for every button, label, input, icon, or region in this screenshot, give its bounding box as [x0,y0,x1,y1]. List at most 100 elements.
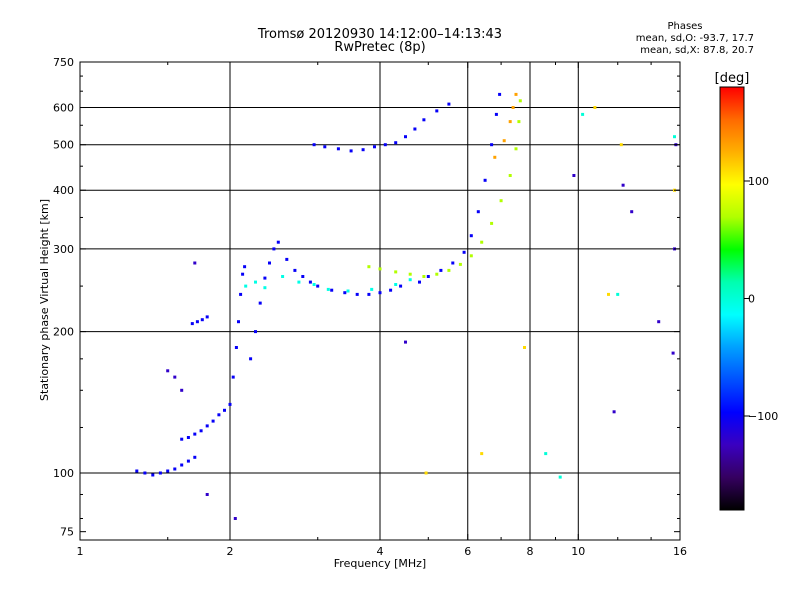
x-axis-label: Frequency [MHz] [334,557,426,570]
data-point [237,320,240,324]
y-tick-label: 600 [53,102,74,115]
data-point [312,283,316,286]
data-point [199,429,203,433]
data-point [514,147,518,151]
data-point [493,155,497,159]
phases-o-stats: mean, sd,O: -93.7, 17.7 [635,33,754,44]
phases-x-stats: mean, sd,X: 87.8, 20.7 [640,45,754,56]
data-point [326,287,330,291]
chart-subtitle: RwPretec (8p) [334,40,426,55]
data-point [544,452,548,456]
data-point [408,272,412,276]
data-point [276,240,280,244]
data-point [518,99,522,103]
data-point [523,346,526,349]
data-point [394,141,398,145]
data-point [312,143,316,147]
data-point [483,178,487,182]
data-point [593,106,597,109]
colorbar-tick-label: 0 [748,293,755,306]
y-tick-label: 400 [53,184,74,197]
data-point [462,250,466,254]
x-tick-label: 2 [227,545,234,558]
data-point [494,112,498,116]
data-point [572,174,576,177]
data-point [378,267,382,271]
data-point [502,139,506,143]
data-point [373,145,376,149]
y-axis-label: Stationary phase Virtual Height [km] [38,199,51,401]
data-point [193,261,197,265]
data-point [581,112,585,116]
data-point [330,288,334,292]
data-point [422,118,426,122]
data-point [355,292,359,296]
data-point [367,265,371,269]
data-point [451,261,455,265]
data-point [671,351,675,355]
x-tick-label: 6 [464,545,471,558]
data-point [476,210,480,214]
data-point [173,467,177,471]
data-point [205,493,209,496]
y-tick-label: 75 [60,526,74,539]
colorbar: [deg] 100 0 −100 [715,71,778,511]
data-point [244,284,248,288]
y-tick-label: 750 [53,56,74,69]
data-point [158,471,162,475]
data-point [233,517,237,520]
data-point [263,286,267,290]
data-point [143,471,147,475]
data-point [166,369,170,373]
data-point [370,287,374,291]
axes: 1 2 4 6 8 10 16 75 100 200 300 400 500 600 750 [53,56,687,558]
data-point [361,148,365,152]
data-point [180,437,184,441]
data-point [211,419,215,423]
data-point [254,280,257,284]
data-point [435,109,439,113]
data-point [223,408,226,412]
data-point [263,276,267,280]
data-point [234,346,238,349]
data-point [447,102,451,106]
data-point [272,247,276,251]
data-point [346,289,350,293]
data-point [297,280,301,284]
x-tick-label: 10 [571,545,585,558]
data-point [514,92,518,96]
y-tick-label: 500 [53,139,74,152]
data-point [469,254,473,258]
data-point [195,320,199,324]
data-point [657,320,661,324]
data-point [151,473,155,477]
data-point [413,127,417,131]
data-point [239,292,243,296]
data-point [490,143,494,147]
data-point [404,340,407,344]
data-point [508,174,512,177]
data-point [389,288,393,292]
data-point [480,240,484,244]
y-tick-label: 300 [53,243,74,256]
data-point [243,265,247,269]
data-point [336,147,340,151]
data-point [228,402,232,406]
data-point [426,275,430,278]
data-point [293,268,297,272]
colorbar-gradient [720,87,744,510]
data-point [399,284,403,288]
colorbar-frame [719,86,745,511]
data-point [394,270,398,274]
data-point [394,283,398,286]
data-point [383,143,387,147]
data-point [166,469,170,473]
data-point [607,292,610,296]
data-point [241,272,245,276]
data-point [268,261,271,265]
data-point [435,272,439,276]
data-point [285,257,289,261]
data-point [301,275,305,278]
